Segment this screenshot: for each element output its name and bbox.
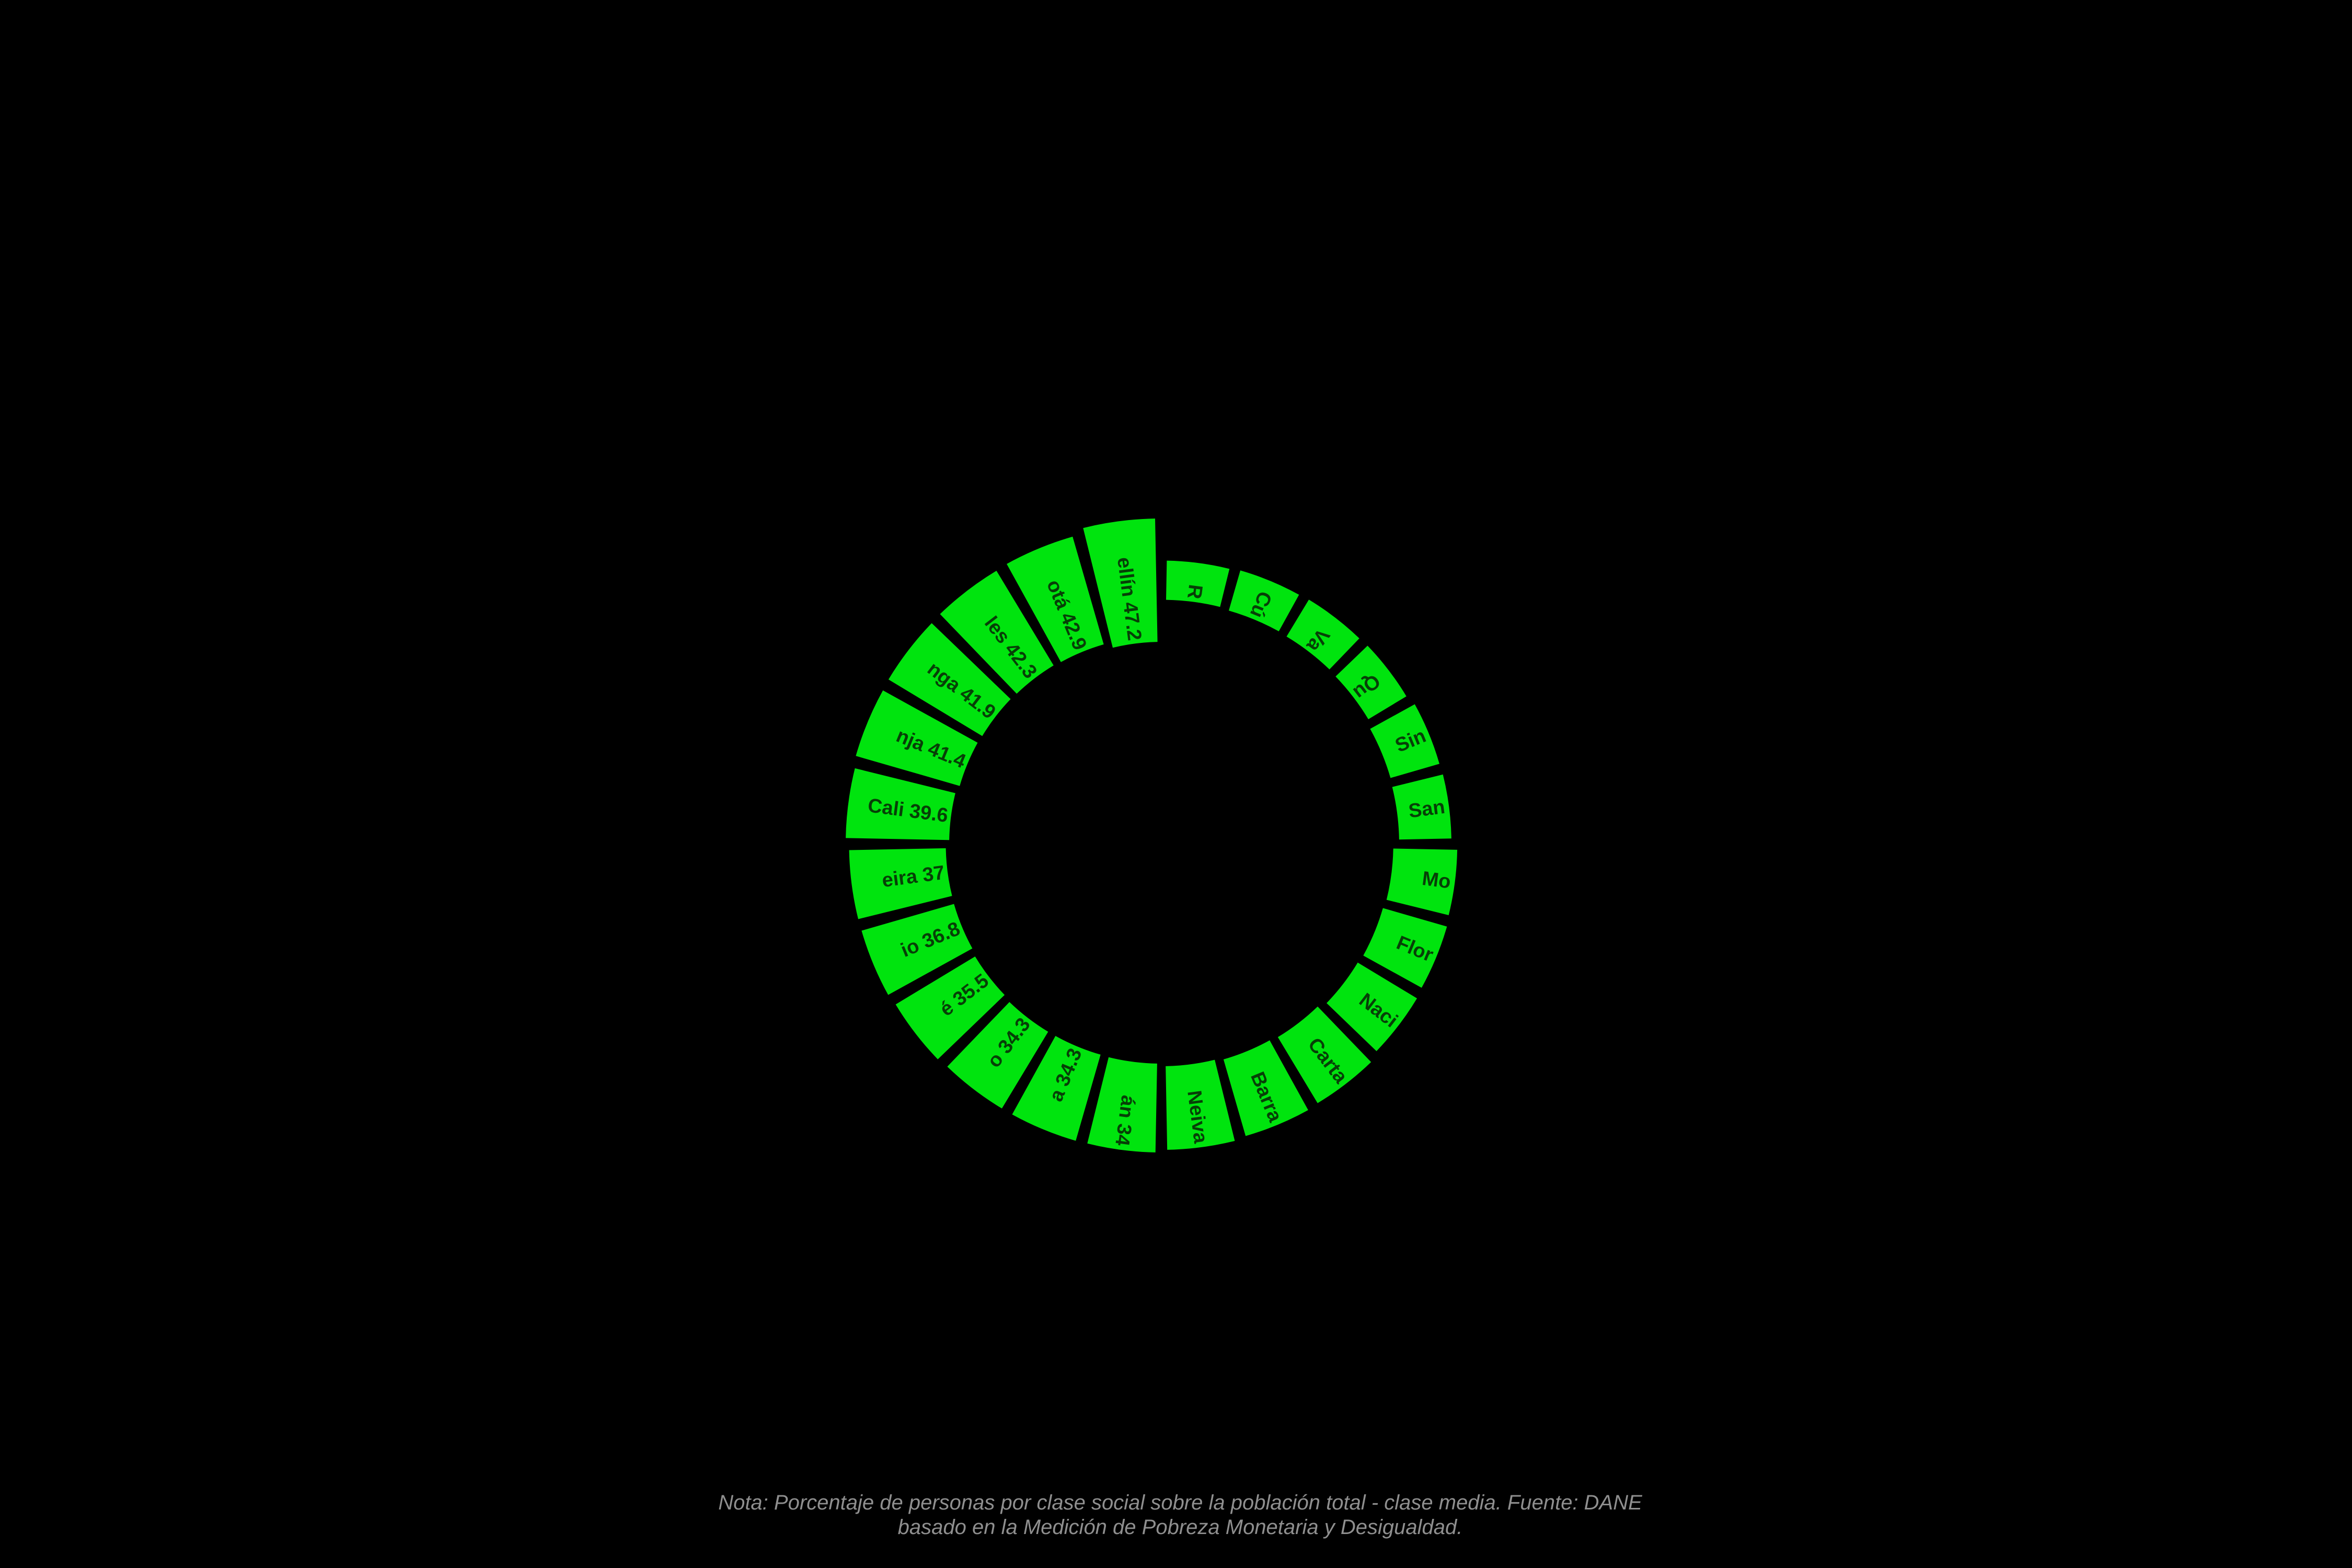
chart-segment-0 [1083, 518, 1158, 648]
chart-segment-5 [1370, 704, 1439, 778]
chart-segment-label-1: R [1183, 583, 1206, 601]
chart-segment-label-6: San [1407, 796, 1446, 823]
chart-segment-11 [1223, 1040, 1308, 1136]
chart-segment-23 [1007, 536, 1104, 662]
chart-segment-12 [1166, 1059, 1235, 1150]
source-note: Nota: Porcentaje de personas por clase s… [4, 1491, 2352, 1540]
note-line-1: Nota: Porcentaje de personas por clase s… [718, 1491, 1642, 1514]
chart-segment-1 [1166, 560, 1230, 607]
chart-segment-label-7: Mo [1421, 868, 1452, 893]
chart-segment-13 [1087, 1057, 1157, 1152]
chart-segment-22 [940, 571, 1054, 694]
chart-segment-6 [1392, 774, 1451, 840]
chart-segment-21 [888, 623, 1011, 736]
chart-segment-15 [947, 1002, 1048, 1109]
chart-segment-2 [1229, 570, 1299, 631]
chart-segment-17 [861, 904, 973, 995]
chart-segment-20 [856, 690, 978, 786]
chart-segment-14 [1012, 1036, 1101, 1141]
note-line-2: basado en la Medición de Pobreza Monetar… [897, 1516, 1463, 1539]
chart-segment-9 [1327, 962, 1417, 1052]
chart-segment-16 [895, 956, 1005, 1059]
chart-segment-10 [1277, 1006, 1371, 1103]
chart-segment-18 [849, 848, 952, 919]
chart-segment-4 [1335, 645, 1406, 720]
chart-segment-19 [846, 768, 955, 840]
chart-segment-7 [1386, 848, 1458, 915]
chart-segment-3 [1286, 599, 1359, 670]
chart-segment-8 [1363, 908, 1447, 988]
